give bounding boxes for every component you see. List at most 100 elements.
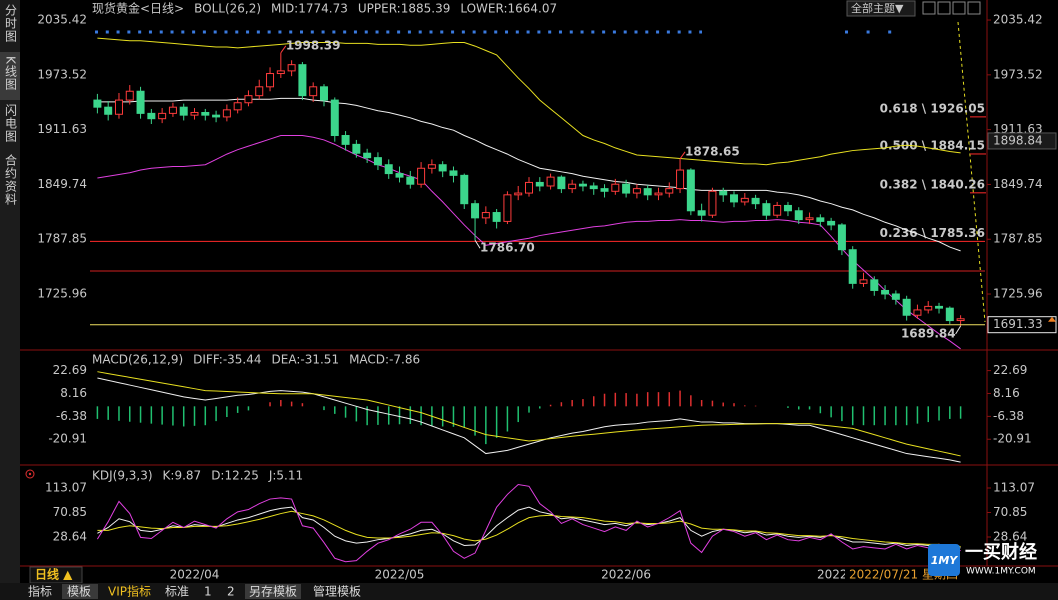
legend-label: MACD(26,12,9) [92,353,183,367]
candle-body [762,203,771,216]
candle-body [665,188,674,194]
sidebar-item[interactable]: K线图 [4,56,18,91]
tab-active [62,584,98,599]
icon-button[interactable] [922,1,936,15]
indicator-line [97,377,961,463]
candle-body [341,135,350,145]
x-tick-label: 2022/05 [375,568,425,582]
candle-body [730,194,739,203]
candle-body [794,210,803,221]
tab[interactable]: VIP指标 [108,584,151,599]
y-tick-label: 1787.85 [37,232,87,246]
sidebar-item[interactable]: 分时图 [4,4,18,43]
candle-body [481,212,490,219]
candle-body [255,86,264,97]
y-tick-label: 8.16 [60,386,87,400]
toolbar-bg [0,583,1058,600]
fib-label: 0.618 \ 1926.05 [880,101,985,115]
annotation: 1878.65 [685,144,740,158]
y-tick-label-right: -20.91 [993,432,1032,446]
candle-body [492,212,501,222]
candle-body [632,188,641,194]
annotation: 1998.39 [286,38,341,52]
candle-body [708,190,717,216]
current-price-arrow [1048,316,1056,322]
legend-label: MID:1774.73 [271,2,348,16]
fib-drawing-line [957,21,986,323]
candle-body [244,95,253,104]
tab[interactable]: 另存模板 [249,585,297,599]
y-tick-label-right: 1849.74 [993,177,1043,191]
fib-label: 0.236 \ 1785.36 [880,226,985,240]
y-tick-label: 70.85 [53,505,87,519]
candle-body [373,157,382,166]
candle-body [104,106,113,115]
window-icons [922,1,981,15]
sidebar-item[interactable]: 闪电图 [4,104,18,143]
candle-body [319,86,328,101]
theme-button[interactable] [846,0,916,17]
candle-body [168,106,177,114]
candle-body [352,143,361,154]
date-box [845,567,937,583]
candle-body [417,167,426,185]
candle-body [535,181,544,187]
candle-body [686,169,695,212]
candle-body [363,152,372,159]
candle-body [125,90,134,101]
tab[interactable]: 管理模板 [313,584,361,599]
candle-body [751,197,760,205]
theme-label[interactable]: 全部主题▼ [851,1,904,15]
tab[interactable]: 标准 [165,585,189,599]
current-price-box [987,316,1057,334]
legend-label: UPPER:1885.39 [358,2,450,16]
candle-body [546,176,555,187]
candle-body [697,210,706,216]
tab[interactable]: 模板 [67,585,91,599]
y-tick-label-right: 1973.52 [993,67,1043,81]
sidebar: 分时图 K线图 闪电图 合约资料 [0,0,20,583]
candle-body [406,176,415,185]
y-tick-label-right: 28.64 [993,529,1027,543]
indicator-line [97,37,961,166]
y-tick-label-right: 113.07 [993,480,1035,494]
annotation: 1689.84 [901,327,956,341]
kdj-icon-dot [28,472,32,476]
icon-button[interactable] [967,1,981,15]
y-tick-label: 1725.96 [37,287,87,301]
icon-button[interactable] [952,1,966,15]
tab[interactable]: 指标 [28,584,52,599]
candle-body [114,99,123,115]
candle-body [460,174,469,205]
candle-body [384,164,393,175]
candle-body [870,279,879,291]
tab[interactable]: 1 [204,585,212,599]
sidebar-active [0,52,20,100]
candle-body [158,112,167,120]
logo-icon [928,544,960,576]
x-tick-label: 2022/04 [170,568,220,582]
candle-body [201,111,210,116]
annotation-pointer [474,239,481,249]
y-tick-label-right: 1725.96 [993,287,1043,301]
period-label[interactable]: 日线 ▲ [35,567,73,582]
tab[interactable]: 2 [227,585,235,599]
y-tick-label: 22.69 [53,363,87,377]
candle-body [222,109,231,118]
candle-body [330,99,339,137]
legend-label: D:12.25 [211,469,259,483]
candle-body [837,224,846,251]
candle-body [654,192,663,196]
candle-body [212,114,221,118]
candle-body [514,192,523,196]
sidebar-item[interactable]: 合约资料 [4,153,18,206]
y-tick-label: 113.07 [45,480,87,494]
legend-label: BOLL(26,2) [194,2,261,16]
candle-body [600,188,609,192]
icon-button[interactable] [937,1,951,15]
candle-body [276,70,285,75]
candle-body [827,220,836,226]
candle-body [395,173,404,178]
